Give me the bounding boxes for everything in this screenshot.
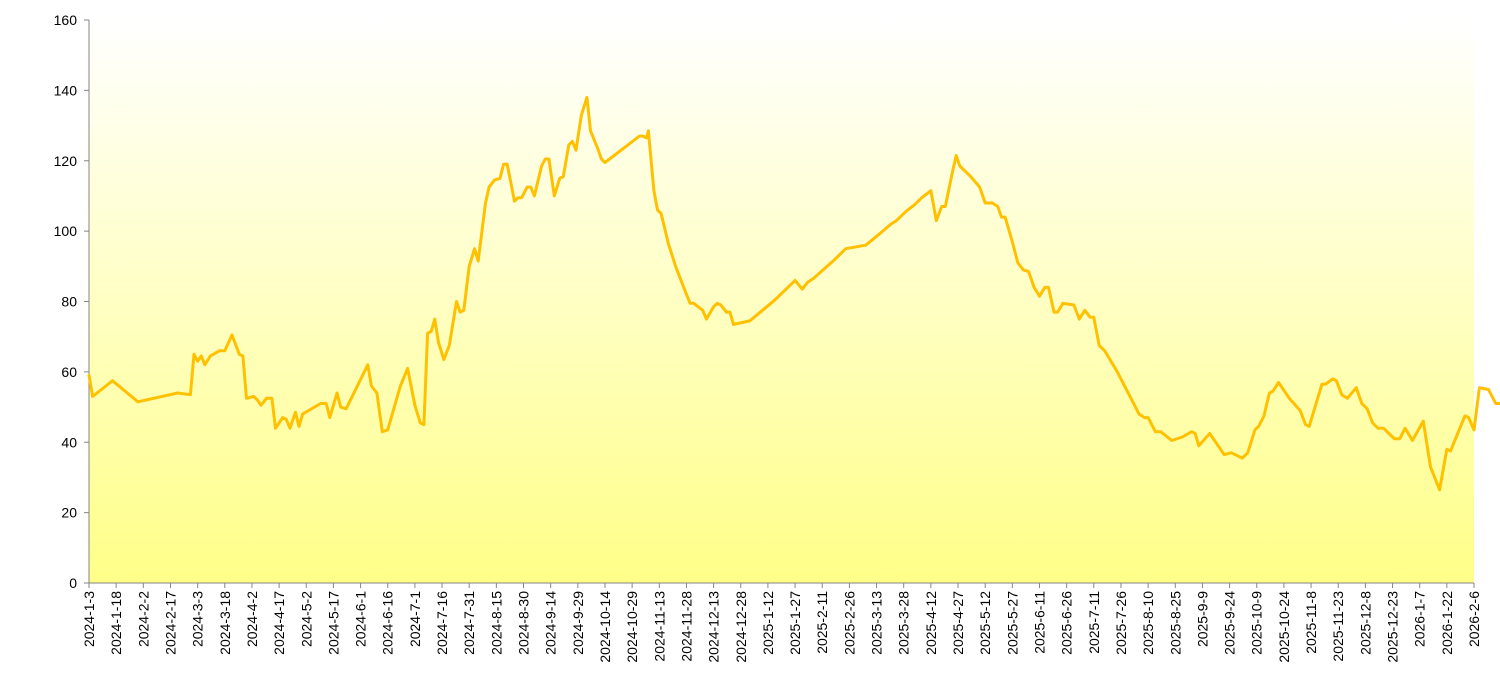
x-tick-label: 2026-2-6 — [1466, 591, 1482, 647]
x-tick-label: 2024-7-16 — [434, 591, 450, 655]
plot-area — [89, 20, 1474, 583]
x-tick-label: 2025-2-11 — [814, 591, 830, 654]
x-tick-label: 2025-3-13 — [869, 591, 885, 655]
series-layer — [87, 95, 1500, 492]
x-tick-label: 2024-2-2 — [135, 591, 151, 647]
x-tick-label: 2025-4-27 — [950, 591, 966, 655]
x-tick-label: 2024-3-3 — [190, 591, 206, 647]
x-tick-label: 2024-4-17 — [271, 591, 287, 655]
x-tick-label: 2026-1-22 — [1439, 591, 1455, 655]
x-tick-label: 2024-9-14 — [543, 591, 559, 655]
x-tick-label: 2024-11-13 — [651, 591, 667, 662]
x-tick-label: 2025-5-12 — [977, 591, 993, 655]
x-tick-label: 2024-5-17 — [325, 591, 341, 655]
x-tick-label: 2025-11-23 — [1330, 591, 1346, 662]
x-tick-label: 2024-8-15 — [488, 591, 504, 655]
y-axis: 0 20 40 60 80 100 120 140 160 — [54, 12, 90, 591]
x-tick-label: 2025-10-9 — [1249, 591, 1265, 655]
x-tick-label: 2025-8-25 — [1167, 591, 1183, 655]
x-tick-label: 2025-12-23 — [1385, 591, 1401, 663]
series-line — [87, 95, 1500, 492]
x-tick-label: 2024-7-1 — [407, 591, 423, 647]
x-tick-label: 2024-6-16 — [380, 591, 396, 655]
x-tick-label: 2024-1-3 — [81, 591, 97, 647]
x-tick-label: 2024-7-31 — [461, 591, 477, 655]
x-tick-label: 2025-6-26 — [1059, 591, 1075, 655]
x-tick-label: 2024-2-17 — [162, 591, 178, 655]
y-tick-label: 20 — [61, 505, 77, 521]
x-tick-label: 2024-8-30 — [516, 591, 532, 655]
x-tick-label: 2025-9-9 — [1194, 591, 1210, 647]
y-tick-label: 60 — [61, 364, 77, 380]
x-tick-label: 2024-3-18 — [217, 591, 233, 655]
x-tick-label: 2024-1-18 — [108, 591, 124, 655]
x-tick-label: 2025-2-26 — [841, 591, 857, 655]
x-tick-label: 2025-4-12 — [923, 591, 939, 655]
x-tick-label: 2024-11-28 — [678, 591, 694, 662]
x-tick-label: 2025-7-26 — [1113, 591, 1129, 655]
x-tick-label: 2025-8-10 — [1140, 591, 1156, 655]
x-tick-label: 2024-10-14 — [597, 591, 613, 663]
x-tick-label: 2024-5-2 — [298, 591, 314, 647]
x-tick-label: 2024-12-13 — [706, 591, 722, 663]
y-tick-label: 80 — [61, 294, 77, 310]
x-tick-label: 2025-9-24 — [1222, 591, 1238, 655]
x-tick-label: 2024-10-29 — [624, 591, 640, 663]
x-tick-label: 2024-9-29 — [570, 591, 586, 655]
y-tick-label: 120 — [54, 153, 78, 169]
x-tick-label: 2025-12-8 — [1357, 591, 1373, 655]
y-tick-label: 100 — [54, 223, 78, 239]
y-tick-label: 160 — [54, 12, 78, 28]
x-tick-label: 2025-7-11 — [1086, 591, 1102, 654]
y-tick-label: 40 — [61, 434, 77, 450]
y-tick-label: 140 — [54, 82, 78, 98]
x-tick-label: 2025-3-28 — [896, 591, 912, 655]
x-tick-label: 2024-4-2 — [244, 591, 260, 647]
x-tick-label: 2024-6-1 — [353, 591, 369, 647]
x-tick-label: 2026-1-7 — [1412, 591, 1428, 647]
x-tick-label: 2025-11-8 — [1303, 591, 1319, 654]
x-tick-label: 2025-1-27 — [787, 591, 803, 655]
x-tick-label: 2025-1-12 — [760, 591, 776, 655]
y-tick-label: 0 — [69, 575, 77, 591]
x-tick-label: 2024-12-28 — [733, 591, 749, 663]
x-axis: 2024-1-3 2024-1-18 2024-2-2 2024-2-17 2024-3… — [81, 582, 1482, 663]
x-tick-label: 2025-6-11 — [1031, 591, 1047, 654]
x-tick-label: 2025-5-27 — [1004, 591, 1020, 655]
x-tick-label: 2025-10-24 — [1276, 591, 1292, 663]
